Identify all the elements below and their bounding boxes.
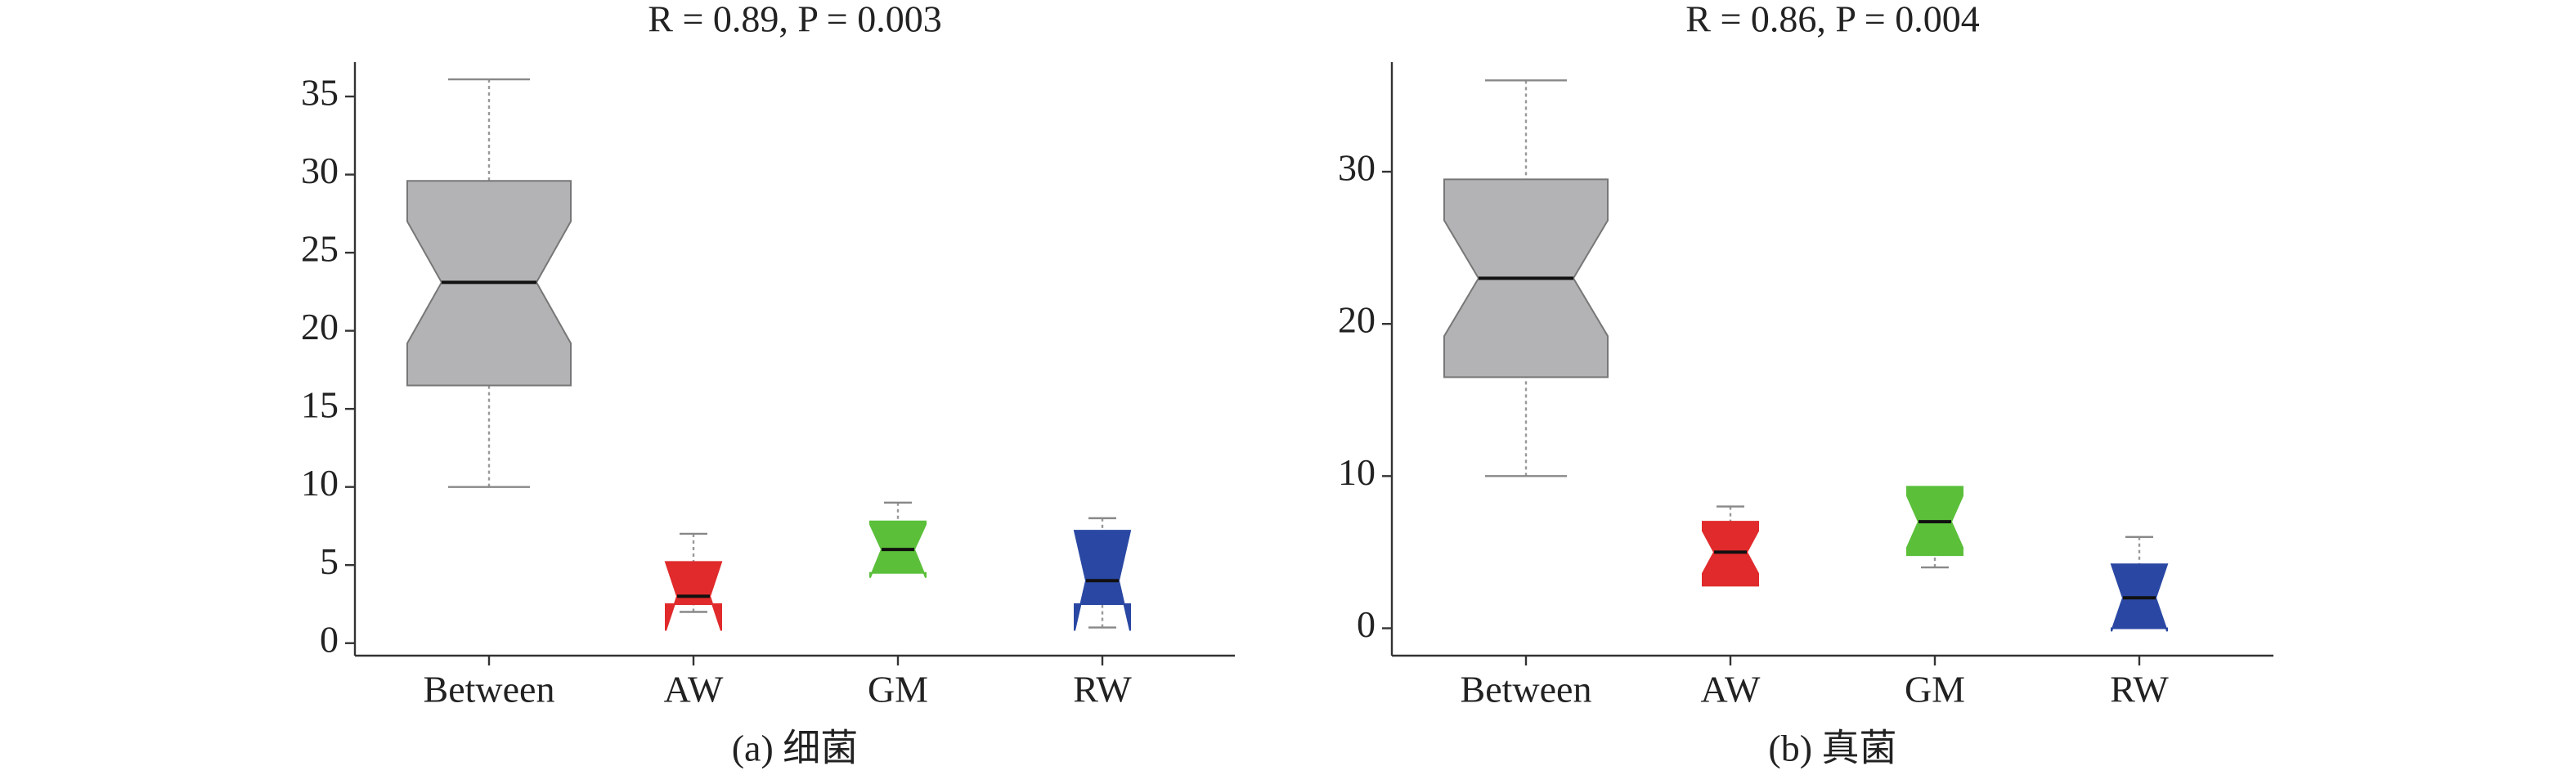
x-tick-label: GM	[1905, 669, 1965, 710]
x-tick-label: Between	[1461, 669, 1592, 710]
x-tick-label: AW	[1701, 669, 1761, 710]
chart-title: R = 0.89, P = 0.003	[648, 0, 941, 40]
x-tick-label: Between	[424, 669, 555, 710]
x-axis-title: (a) 细菌	[732, 728, 859, 769]
x-tick-label: AW	[664, 669, 725, 710]
y-tick-label: 25	[301, 228, 339, 270]
x-tick-label: RW	[2110, 669, 2169, 710]
y-tick-label: 30	[301, 150, 339, 191]
y-tick-label: 20	[301, 306, 339, 347]
x-tick-label: GM	[868, 669, 928, 710]
chart-title: R = 0.86, P = 0.004	[1685, 0, 1979, 40]
y-tick-label: 30	[1338, 147, 1376, 189]
y-tick-label: 5	[320, 540, 339, 582]
y-tick-label: 10	[301, 462, 339, 504]
y-tick-label: 20	[1338, 299, 1376, 341]
x-tick-label: RW	[1073, 669, 1132, 710]
x-axis-title: (b) 真菌	[1768, 728, 1896, 769]
y-tick-label: 35	[301, 72, 339, 114]
y-tick-label: 15	[301, 384, 339, 426]
y-tick-label: 10	[1338, 451, 1376, 493]
y-tick-label: 0	[1357, 603, 1376, 645]
y-tick-label: 0	[320, 618, 339, 660]
